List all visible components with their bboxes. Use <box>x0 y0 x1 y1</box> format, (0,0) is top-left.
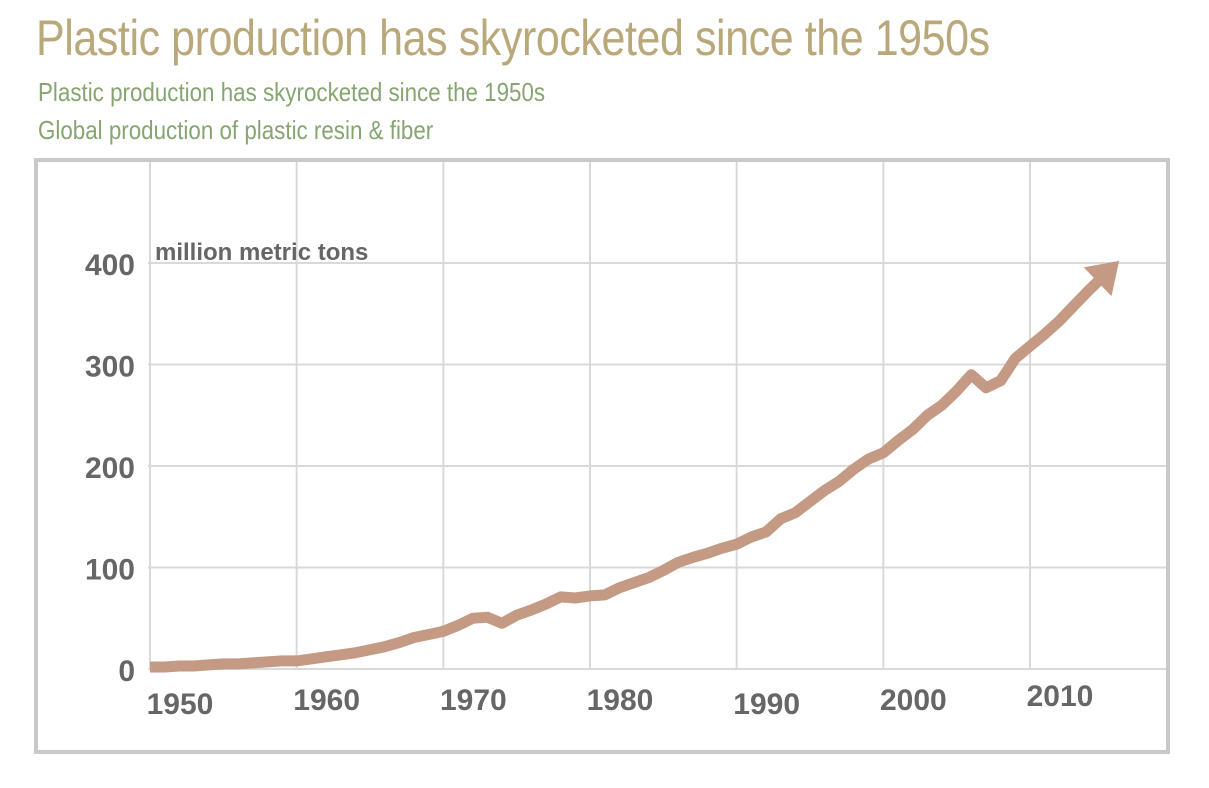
x-tick-label: 1990 <box>733 688 800 721</box>
unit-label: million metric tons <box>155 239 368 266</box>
y-tick-label: 0 <box>118 655 135 688</box>
chart-frame <box>34 158 1170 754</box>
x-tick-label: 1980 <box>587 684 654 717</box>
chart-description: Global production of plastic resin & fib… <box>38 115 434 145</box>
arrowhead-icon <box>1083 260 1120 297</box>
series-layer <box>150 260 1120 673</box>
x-tick-label: 1970 <box>440 684 507 717</box>
y-tick-label: 100 <box>85 554 135 587</box>
y-tick-label: 400 <box>85 249 135 282</box>
x-tick-label: 1950 <box>147 688 214 721</box>
x-tick-label: 2000 <box>880 684 947 717</box>
chart-subtitle: Plastic production has skyrocketed since… <box>38 77 546 107</box>
grid-lines <box>148 162 1166 670</box>
y-tick-label: 300 <box>85 351 135 384</box>
x-tick-label: 1960 <box>293 684 360 717</box>
tick-labels: 0 100 200 300 400 1950 1960 1970 1980 1990 2000 201… <box>85 239 1093 721</box>
y-tick-label: 200 <box>85 452 135 485</box>
page-title: Plastic production has skyrocketed since… <box>36 10 990 66</box>
x-tick-label: 2010 <box>1027 680 1094 713</box>
series-line <box>150 272 1108 673</box>
